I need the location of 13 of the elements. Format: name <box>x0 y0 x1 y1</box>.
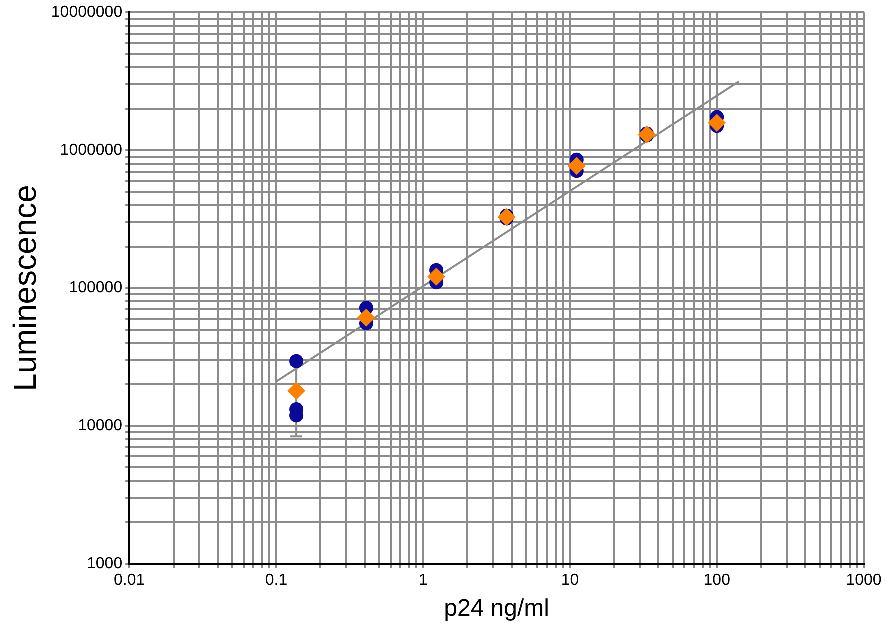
y-tick-label: 1000000 <box>60 142 123 159</box>
x-tick-label: 0.01 <box>114 572 146 590</box>
x-tick-label: 1 <box>418 572 428 590</box>
y-tick-label: 10000000 <box>51 4 123 22</box>
y-tick-label: 10000 <box>78 418 123 435</box>
y-tick-label: 1000 <box>86 555 123 572</box>
y-axis-title: Luminescence <box>7 185 44 392</box>
x-tick-label: 100 <box>704 572 731 590</box>
x-tick-label: 1000 <box>846 572 882 590</box>
y-tick-label: 100000 <box>69 280 123 297</box>
x-tick-label: 0.1 <box>265 572 288 590</box>
x-tick-label: 10 <box>561 572 580 590</box>
x-axis-title: p24 ng/ml <box>444 595 550 622</box>
